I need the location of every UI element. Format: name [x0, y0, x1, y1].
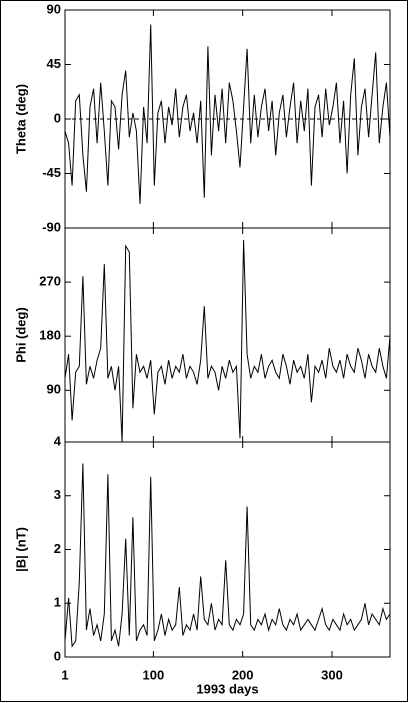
y-tick-label: 0 — [54, 648, 61, 663]
x-tick-label: 100 — [143, 667, 165, 682]
y-tick-label: 180 — [39, 328, 61, 343]
x-tick-label: 1 — [61, 667, 68, 682]
y-tick-label: 1 — [54, 595, 61, 610]
y-tick-label: 90 — [47, 1, 61, 16]
y-tick-label: 3 — [54, 487, 61, 502]
y-tick-label: 45 — [47, 56, 61, 71]
y-tick-label: 2 — [54, 541, 61, 556]
series-line — [64, 24, 391, 204]
y-tick-label: 4 — [54, 433, 62, 448]
y-tick-label: 0 — [54, 110, 61, 125]
y-axis-label: |B| (nT) — [13, 527, 28, 572]
y-tick-label: -90 — [42, 219, 61, 234]
y-tick-label: -45 — [42, 165, 61, 180]
x-tick-label: 300 — [321, 667, 343, 682]
series-line — [64, 463, 391, 648]
y-tick-label: 270 — [39, 274, 61, 289]
y-tick-label: 90 — [47, 382, 61, 397]
y-axis-label: Theta (deg) — [13, 84, 28, 154]
series-line — [64, 239, 391, 443]
x-axis-label: 1993 days — [196, 681, 258, 696]
y-axis-label: Phi (deg) — [13, 307, 28, 363]
x-tick-label: 200 — [232, 667, 254, 682]
